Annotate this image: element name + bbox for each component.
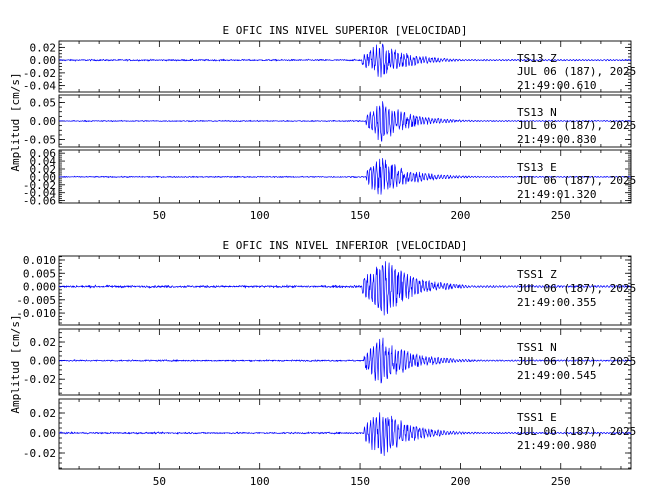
y-tick-label: -0.005: [16, 294, 56, 307]
waveform-trace: [58, 412, 632, 456]
waveform-trace: [58, 43, 632, 78]
station-label: TSS1 E: [517, 411, 557, 424]
y-tick-label: 0.00: [30, 54, 57, 67]
y-tick-label: 0.00: [30, 427, 57, 440]
time-label: 21:49:00.545: [517, 369, 596, 382]
y-tick-label: 0.02: [30, 407, 57, 420]
y-tick-label: -0.06: [23, 195, 56, 208]
trace-panel: 0.060.040.020.00-0.02-0.04-0.06 TS13 EJUL…: [23, 147, 636, 207]
waveform-trace: [58, 101, 631, 142]
date-label: JUL 06 (187), 2025: [517, 425, 636, 438]
station-label: TS13 N: [517, 106, 557, 119]
waveform-trace: [58, 261, 632, 316]
station-label: TSS1 N: [517, 341, 557, 354]
chart-title-lower: E OFIC INS NIVEL INFERIOR [VELOCIDAD]: [222, 239, 467, 252]
time-label: 21:49:00.830: [517, 133, 596, 146]
y-tick-label: 0.06: [30, 147, 57, 160]
time-label: 21:49:01.320: [517, 188, 596, 201]
chart-title-upper: E OFIC INS NIVEL SUPERIOR [VELOCIDAD]: [222, 24, 467, 37]
station-label: TS13 E: [517, 161, 557, 174]
x-tick-label: 250: [551, 475, 571, 488]
panel-frame: [58, 398, 632, 470]
x-tick-label: 100: [250, 475, 270, 488]
x-tick-label: 50: [153, 475, 166, 488]
y-tick-label: 0.04: [30, 155, 57, 168]
x-tick-label: 200: [450, 209, 470, 222]
y-tick-label: 0.005: [23, 267, 56, 280]
panel-frame: [58, 328, 632, 396]
x-tick-label: 100: [250, 209, 270, 222]
y-tick-label: 0.02: [30, 41, 57, 54]
x-tick-label: 50: [153, 209, 166, 222]
x-tick-label: 250: [551, 209, 571, 222]
waveform-trace: [58, 157, 632, 195]
y-axis-label-lower: Amplitud [cm/s]: [9, 314, 22, 413]
y-tick-label: 0.00: [30, 115, 57, 128]
date-label: JUL 06 (187), 2025: [517, 174, 636, 187]
station-label: TSS1 Z: [517, 268, 557, 281]
x-tick-label: 150: [350, 475, 370, 488]
waveform-trace: [58, 337, 632, 384]
time-label: 21:49:00.610: [517, 79, 596, 92]
x-tick-label: 200: [450, 475, 470, 488]
date-label: JUL 06 (187), 2025: [517, 119, 636, 132]
date-label: JUL 06 (187), 2025: [517, 65, 636, 78]
time-label: 21:49:00.355: [517, 296, 596, 309]
y-tick-label: -0.04: [23, 187, 56, 200]
x-tick-label: 150: [350, 209, 370, 222]
y-tick-label: -0.02: [23, 373, 56, 386]
y-tick-label: -0.05: [23, 134, 56, 147]
y-tick-label: 0.000: [23, 281, 56, 294]
station-label: TS13 Z: [517, 52, 557, 65]
y-tick-label: -0.02: [23, 179, 56, 192]
date-label: JUL 06 (187), 2025: [517, 282, 636, 295]
y-tick-label: -0.04: [23, 80, 56, 93]
time-label: 21:49:00.980: [517, 439, 596, 452]
y-tick-label: -0.02: [23, 447, 56, 460]
y-tick-label: 0.010: [23, 254, 56, 267]
y-axis-label-upper: Amplitud [cm/s]: [9, 72, 22, 171]
y-tick-label: -0.010: [16, 307, 56, 320]
y-tick-label: 0.05: [30, 96, 57, 109]
panel-frame: [58, 255, 632, 326]
date-label: JUL 06 (187), 2025: [517, 355, 636, 368]
y-tick-label: 0.02: [30, 163, 57, 176]
y-tick-label: 0.02: [30, 336, 57, 349]
y-tick-label: 0.00: [30, 171, 57, 184]
y-tick-label: -0.02: [23, 67, 56, 80]
y-tick-label: 0.00: [30, 355, 57, 368]
